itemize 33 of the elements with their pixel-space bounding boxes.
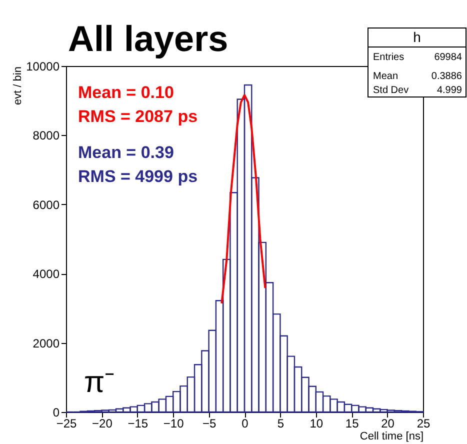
annotation: RMS = 2087 ps xyxy=(78,107,198,126)
y-tick-label: 6000 xyxy=(32,198,60,212)
y-tick-label: 10000 xyxy=(26,60,60,74)
y-tick-label: 2000 xyxy=(32,336,60,350)
annotation: Mean = 0.10 xyxy=(78,83,174,102)
x-tick-label: 5 xyxy=(277,416,284,430)
text: 4.999 xyxy=(436,85,462,96)
x-tick-label: −20 xyxy=(92,416,113,430)
x-tick-label: 20 xyxy=(381,416,395,430)
x-tick-label: 10 xyxy=(310,416,324,430)
y-axis-title: evt / bin xyxy=(12,66,24,106)
chart-title: All layers xyxy=(68,18,228,59)
y-tick-label: 4000 xyxy=(32,267,60,282)
x-tick-label: 25 xyxy=(416,416,430,430)
x-tick-label: 15 xyxy=(345,416,360,430)
y-tick-label: 8000 xyxy=(32,128,60,143)
x-tick-label: 0 xyxy=(242,416,249,430)
text: h xyxy=(413,29,421,45)
x-tick-label: −15 xyxy=(128,416,148,430)
line-series xyxy=(220,94,266,304)
y-tick-label: 0 xyxy=(52,406,60,420)
text: 0.3886 xyxy=(431,71,462,82)
text: 69984 xyxy=(434,52,462,63)
x-tick-label: −10 xyxy=(163,416,184,430)
annotation: π⁻ xyxy=(84,366,115,399)
annotation: Mean = 0.39 xyxy=(78,143,174,162)
annotation: RMS = 4999 ps xyxy=(78,167,198,186)
x-axis-title: Cell time [ns] xyxy=(360,430,424,442)
annotation: Std Dev xyxy=(373,85,409,96)
x-tick-label: −5 xyxy=(202,416,216,430)
text: Entries xyxy=(373,52,404,63)
x-tick-label: −25 xyxy=(56,416,77,430)
annotation: Mean xyxy=(373,71,398,82)
